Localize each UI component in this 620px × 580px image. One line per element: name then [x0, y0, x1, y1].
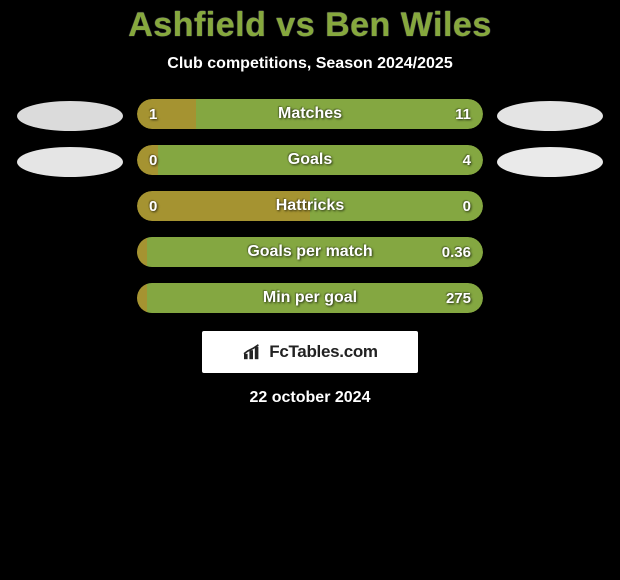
right-badge-1: [497, 101, 603, 131]
attribution-text: FcTables.com: [269, 342, 378, 362]
stat-bar-hattricks: 0 Hattricks 0: [137, 191, 483, 221]
root: Ashfield vs Ben Wiles Club competitions,…: [0, 0, 620, 407]
stat-bar-goals-per-match: Goals per match 0.36: [137, 237, 483, 267]
left-badge-1: [17, 101, 123, 131]
stat-bar-matches: 1 Matches 11: [137, 99, 483, 129]
bar-right-value: 275: [446, 283, 471, 313]
bar-label: Min per goal: [137, 283, 483, 313]
bar-right-value: 0.36: [442, 237, 471, 267]
page-title: Ashfield vs Ben Wiles: [128, 6, 492, 45]
bar-right-value: 4: [463, 145, 471, 175]
bar-label: Goals: [137, 145, 483, 175]
stat-bar-goals: 0 Goals 4: [137, 145, 483, 175]
left-badge-column: [17, 99, 123, 177]
left-badge-2: [17, 147, 123, 177]
bar-right-value: 0: [463, 191, 471, 221]
chart-icon: [242, 343, 264, 361]
stat-bar-min-per-goal: Min per goal 275: [137, 283, 483, 313]
right-badge-column: [497, 99, 603, 177]
bar-right-value: 11: [455, 99, 471, 129]
date-label: 22 october 2024: [250, 389, 371, 407]
attribution-badge: FcTables.com: [202, 331, 418, 373]
comparison-bars: 1 Matches 11 0 Goals 4 0 Hattricks 0: [137, 99, 483, 313]
subtitle: Club competitions, Season 2024/2025: [167, 55, 452, 73]
right-badge-2: [497, 147, 603, 177]
bar-label: Hattricks: [137, 191, 483, 221]
bar-label: Goals per match: [137, 237, 483, 267]
bar-label: Matches: [137, 99, 483, 129]
stats-area: 1 Matches 11 0 Goals 4 0 Hattricks 0: [0, 99, 620, 313]
